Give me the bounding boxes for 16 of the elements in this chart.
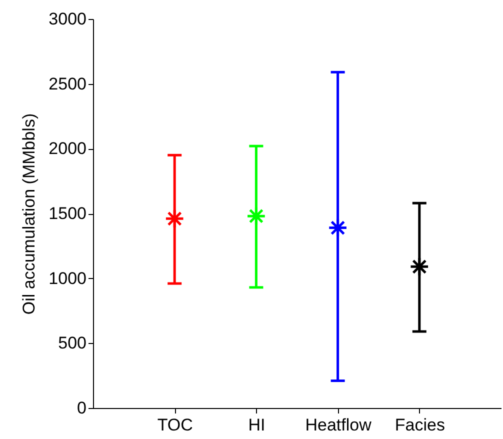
y-axis-title: Oil accumulation (MMbbls)	[20, 113, 39, 315]
point	[246, 206, 266, 226]
point	[409, 256, 430, 277]
x-tick-label: TOC	[157, 416, 193, 434]
y-tick-label: 2500	[48, 74, 86, 94]
y-tick-label: 3000	[48, 10, 86, 28]
point	[328, 218, 348, 238]
point	[164, 208, 185, 229]
y-tick-label: 0	[77, 398, 86, 418]
x-tick-label: HI	[248, 416, 266, 434]
x-tick-label: Heatflow	[305, 416, 372, 434]
y-tick-label: 1000	[48, 268, 86, 288]
y-tick-label: 500	[58, 334, 86, 353]
y-tick-label: 2000	[48, 139, 86, 158]
x-tick-label: Facies	[394, 416, 445, 434]
y-tick-label: 1500	[48, 204, 86, 223]
